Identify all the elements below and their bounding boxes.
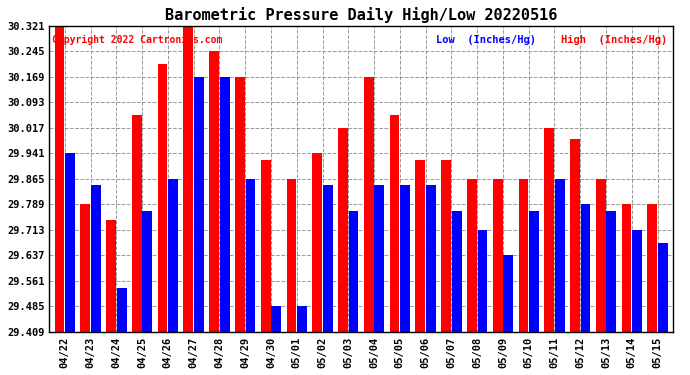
Bar	[555, 179, 564, 332]
Text: High  (Inches/Hg): High (Inches/Hg)	[561, 35, 667, 45]
Bar	[544, 128, 554, 332]
Bar	[271, 306, 281, 332]
Bar	[632, 230, 642, 332]
Bar	[297, 306, 307, 332]
Bar	[220, 76, 230, 332]
Bar	[658, 243, 668, 332]
Bar	[477, 230, 487, 332]
Bar	[415, 160, 425, 332]
Bar	[168, 179, 178, 332]
Bar	[142, 211, 152, 332]
Bar	[117, 288, 126, 332]
Bar	[55, 26, 64, 332]
Bar	[132, 115, 141, 332]
Bar	[596, 179, 606, 332]
Bar	[503, 255, 513, 332]
Bar	[80, 204, 90, 332]
Bar	[235, 76, 245, 332]
Bar	[390, 115, 400, 332]
Bar	[313, 153, 322, 332]
Bar	[647, 204, 657, 332]
Bar	[441, 160, 451, 332]
Text: Copyright 2022 Cartronics.com: Copyright 2022 Cartronics.com	[52, 35, 223, 45]
Bar	[607, 211, 616, 332]
Bar	[261, 160, 270, 332]
Bar	[400, 186, 410, 332]
Bar	[194, 76, 204, 332]
Bar	[570, 139, 580, 332]
Bar	[529, 211, 539, 332]
Bar	[246, 179, 255, 332]
Bar	[493, 179, 502, 332]
Bar	[581, 204, 591, 332]
Bar	[323, 186, 333, 332]
Text: Low  (Inches/Hg): Low (Inches/Hg)	[436, 35, 536, 45]
Bar	[106, 220, 116, 332]
Bar	[364, 76, 374, 332]
Title: Barometric Pressure Daily High/Low 20220516: Barometric Pressure Daily High/Low 20220…	[165, 7, 558, 23]
Bar	[184, 26, 193, 332]
Bar	[65, 153, 75, 332]
Bar	[519, 179, 529, 332]
Bar	[286, 179, 297, 332]
Bar	[91, 186, 101, 332]
Bar	[426, 186, 436, 332]
Bar	[452, 211, 462, 332]
Bar	[467, 179, 477, 332]
Bar	[338, 128, 348, 332]
Bar	[209, 51, 219, 332]
Bar	[375, 186, 384, 332]
Bar	[348, 211, 359, 332]
Bar	[622, 204, 631, 332]
Bar	[158, 64, 168, 332]
